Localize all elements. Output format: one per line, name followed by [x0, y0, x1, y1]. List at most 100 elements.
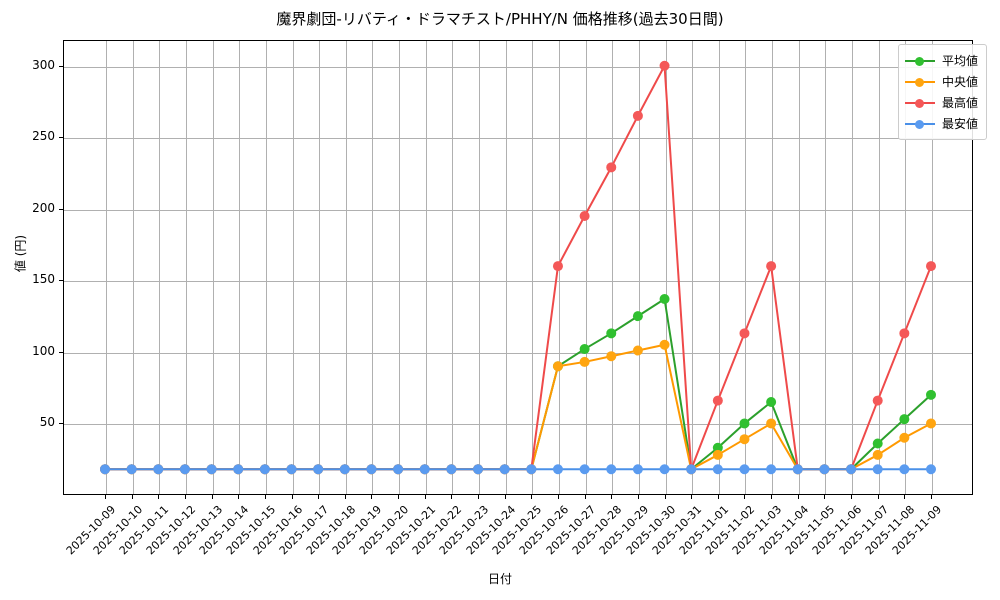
gridline-vertical [532, 41, 534, 494]
y-tick-mark [59, 280, 63, 282]
x-tick-mark [664, 495, 666, 499]
chart-title: 魔界劇団-リバティ・ドラマチスト/PHHY/N 価格推移(過去30日間) [276, 10, 724, 28]
gridline-vertical [692, 41, 694, 494]
data-point [659, 339, 670, 350]
data-point [899, 432, 910, 443]
data-point [606, 351, 617, 362]
series-line [104, 64, 932, 471]
data-point [526, 464, 537, 475]
gridline-vertical [106, 41, 107, 494]
gridline-horizontal [64, 209, 972, 211]
gridline-vertical [612, 41, 614, 494]
gridline-vertical [185, 41, 187, 494]
y-tick-mark [59, 65, 63, 67]
data-point [766, 396, 777, 407]
data-point [259, 464, 270, 475]
data-point [233, 464, 244, 475]
data-point [499, 464, 510, 475]
gridline-vertical [399, 41, 401, 494]
x-tick-mark [744, 495, 746, 499]
legend-marker-icon [904, 55, 935, 67]
data-point [712, 449, 723, 460]
series-1 [100, 293, 936, 475]
legend-marker-icon [904, 76, 935, 88]
gridline-vertical [638, 41, 640, 494]
data-point [552, 361, 563, 372]
gridline-vertical [798, 41, 800, 494]
y-tick-label: 50 [39, 415, 55, 430]
data-point [579, 344, 590, 355]
x-tick-mark [931, 495, 932, 499]
legend-label: 中央値 [941, 75, 978, 89]
data-point [739, 418, 750, 429]
gridline-vertical [265, 41, 267, 494]
data-point [393, 464, 404, 475]
x-tick-mark [291, 495, 293, 499]
legend-label: 平均値 [941, 54, 978, 68]
data-point [632, 464, 643, 475]
x-tick-mark [318, 495, 320, 499]
data-point [926, 464, 936, 475]
data-point [899, 464, 910, 475]
gridline-vertical [425, 41, 427, 494]
x-tick-mark [877, 495, 879, 499]
x-tick-mark [904, 495, 906, 499]
data-point [632, 345, 643, 356]
y-tick-mark [59, 137, 63, 139]
data-point [899, 414, 910, 425]
x-tick-mark [504, 495, 506, 499]
data-point [126, 464, 137, 475]
data-point [579, 464, 590, 475]
legend-item-3[interactable]: 最高値 [904, 92, 978, 113]
data-point [659, 60, 670, 71]
y-tick-label: 250 [32, 129, 55, 144]
x-tick-mark [824, 495, 826, 499]
gridline-vertical [505, 41, 507, 494]
data-point [766, 464, 777, 475]
y-tick-label: 200 [32, 200, 55, 215]
data-point [579, 210, 590, 221]
y-tick-mark [59, 423, 63, 425]
legend-item-2[interactable]: 中央値 [904, 71, 978, 92]
series-3 [100, 60, 936, 475]
gridline-vertical [372, 41, 374, 494]
data-point [712, 464, 723, 475]
x-tick-mark [637, 495, 639, 499]
data-point [872, 464, 883, 475]
data-point [659, 464, 670, 475]
gridline-vertical [665, 41, 667, 494]
data-point [552, 464, 563, 475]
legend-item-4[interactable]: 最安値 [904, 113, 978, 134]
x-tick-mark [131, 495, 133, 499]
x-axis-label: 日付 [487, 572, 512, 586]
gridline-horizontal [64, 281, 972, 283]
gridline-vertical [718, 41, 720, 494]
data-point [339, 464, 350, 475]
data-point [739, 328, 750, 339]
data-point [206, 464, 217, 475]
gridline-vertical [905, 41, 907, 494]
gridline-vertical [479, 41, 481, 494]
data-point [179, 464, 190, 475]
legend-item-1[interactable]: 平均値 [904, 50, 978, 71]
x-tick-mark [717, 495, 719, 499]
gridline-vertical [745, 41, 747, 494]
data-point [286, 464, 297, 475]
x-tick-mark [105, 495, 106, 499]
data-point [606, 464, 617, 475]
data-point [926, 261, 936, 272]
gridline-vertical [159, 41, 161, 494]
data-point [872, 395, 883, 406]
x-tick-mark [158, 495, 160, 499]
data-point [739, 434, 750, 445]
data-point [792, 464, 803, 475]
data-point [419, 464, 430, 475]
plot-area [63, 40, 973, 495]
gridline-horizontal [64, 66, 972, 68]
gridline-vertical [212, 41, 214, 494]
data-point [846, 464, 857, 475]
gridline-vertical [239, 41, 241, 494]
data-point [712, 395, 723, 406]
x-tick-mark [451, 495, 453, 499]
